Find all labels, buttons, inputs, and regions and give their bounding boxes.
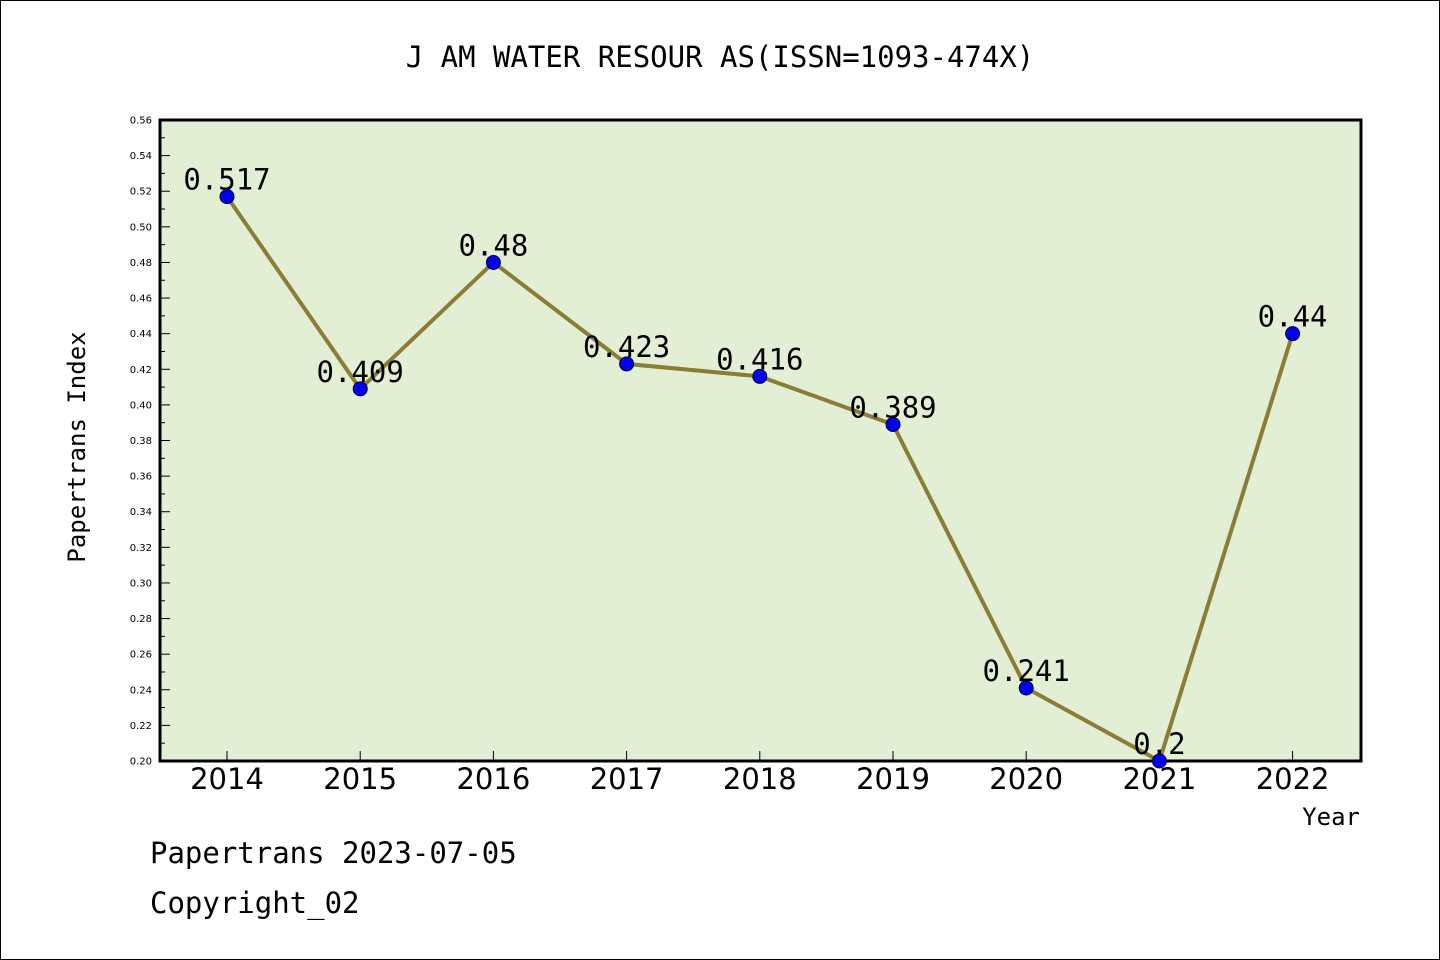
data-label: 0.423 [583,330,670,364]
y-tick-label: 0.50 [130,222,152,233]
chart-title: J AM WATER RESOUR AS(ISSN=1093-474X) [406,40,1035,74]
data-label: 0.2 [1133,727,1185,761]
y-tick-label: 0.28 [130,614,152,625]
series-markers [219,189,1301,769]
x-axis-ticks: 2014 2015 2016 2017 2018 2019 2020 2021 2022 [190,751,1330,796]
y-tick-label: 0.34 [130,507,152,518]
y-tick-label: 0.46 [130,294,152,305]
y-tick-label: 0.26 [130,650,152,661]
footer-date: Papertrans 2023-07-05 [150,836,517,870]
y-tick-label: 0.54 [130,151,152,162]
data-point [485,254,501,270]
x-tick-label: 2018 [723,762,797,796]
x-tick-label: 2014 [190,762,264,796]
x-tick-label: 2019 [856,762,930,796]
data-label: 0.389 [849,390,936,424]
y-tick-label: 0.22 [130,721,152,732]
y-tick-label: 0.48 [130,258,152,269]
x-axis-label: Year [1302,803,1360,831]
y-tick-label: 0.36 [130,472,152,483]
data-point [352,381,368,397]
x-tick-label: 2020 [989,762,1063,796]
data-label: 0.48 [458,228,528,262]
data-label: 0.416 [716,342,803,376]
y-tick-label: 0.42 [130,365,152,376]
y-tick-label: 0.20 [130,757,152,768]
data-label: 0.409 [317,355,404,389]
data-label: 0.517 [183,163,270,197]
y-tick-label: 0.38 [130,436,152,447]
plot-area [158,118,1363,763]
data-point [752,368,768,384]
y-tick-label: 0.30 [130,578,152,589]
y-tick-label: 0.40 [130,400,152,411]
x-tick-label: 2017 [590,762,664,796]
x-tick-label: 2016 [456,762,530,796]
y-axis-label: Papertrans Index [63,331,91,562]
y-tick-label: 0.32 [130,543,152,554]
data-point [219,189,235,205]
y-tick-label: 0.44 [130,329,152,340]
data-point [1285,326,1301,342]
data-labels: 0.517 0.409 0.48 0.423 0.416 0.389 0.241 0.2 0.4… [183,163,1327,761]
data-point [885,416,901,432]
data-point [619,356,635,372]
x-tick-label: 2015 [323,762,397,796]
y-tick-label: 0.56 [130,116,152,127]
footer-copyright: Copyright_02 [150,886,360,920]
data-label: 0.241 [983,654,1070,688]
y-tick-label: 0.52 [130,187,152,198]
data-point [1018,680,1034,696]
y-axis-ticks: 0.20 0.22 0.24 0.26 0.28 0.30 0.32 0.34 0.36 0.38… [130,116,170,768]
x-tick-label: 2022 [1256,762,1330,796]
data-label: 0.44 [1258,300,1328,334]
data-point [1151,753,1167,769]
y-tick-label: 0.24 [130,685,152,696]
